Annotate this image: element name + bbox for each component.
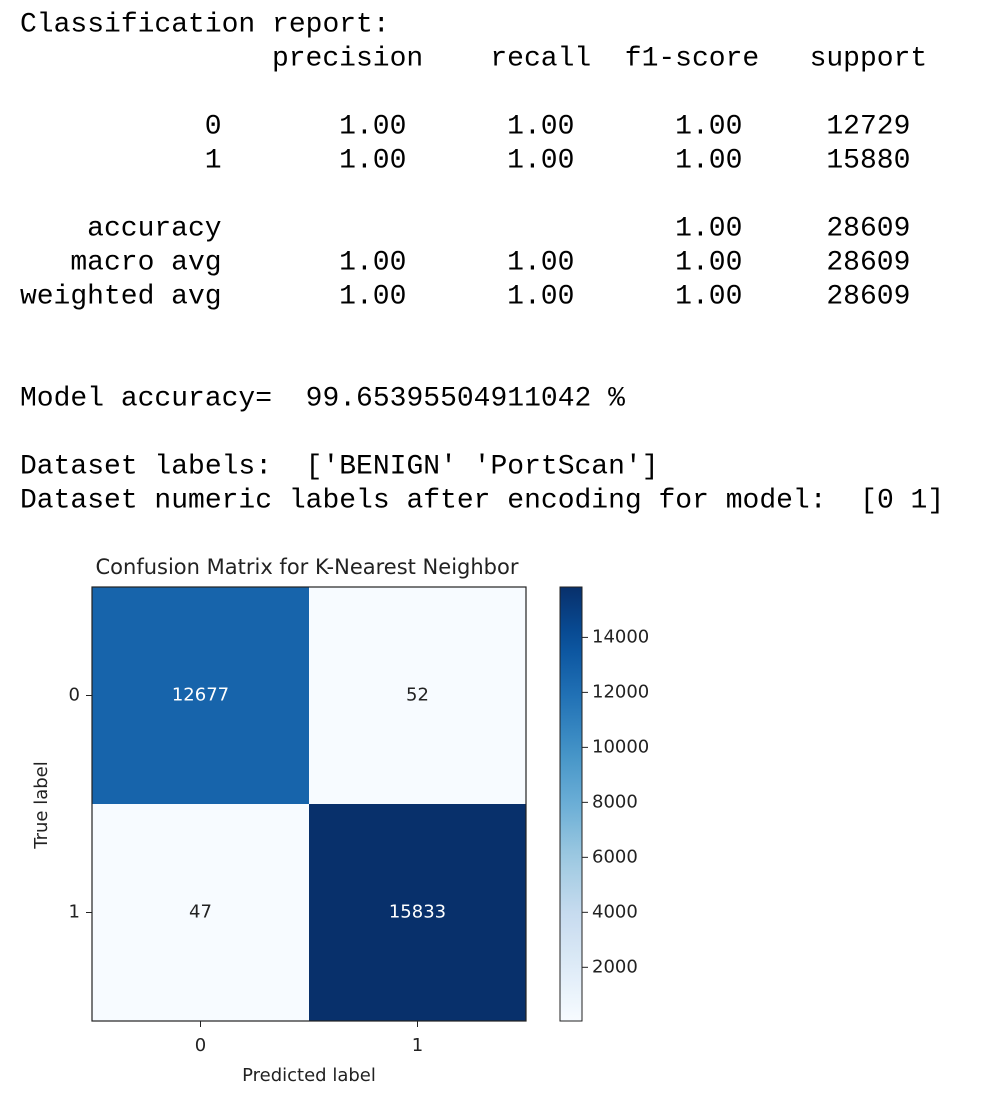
cell: 1.00 — [675, 145, 742, 176]
column-header: recall — [490, 43, 591, 74]
cell: 15880 — [826, 145, 910, 176]
cell: 28609 — [826, 247, 910, 278]
output-line: Dataset numeric labels after encoding fo… — [20, 485, 944, 516]
cell: 28609 — [826, 213, 910, 244]
cell: 1.00 — [675, 213, 742, 244]
row-label: weighted avg — [20, 281, 222, 312]
cell: 1.00 — [507, 281, 574, 312]
cell-label: 47 — [189, 902, 212, 923]
cell: 1.00 — [339, 111, 406, 142]
cell: 1.00 — [339, 281, 406, 312]
cell: 1.00 — [339, 145, 406, 176]
row-label: 1 — [205, 145, 222, 176]
column-header: f1-score — [625, 43, 759, 74]
column-header: support — [810, 43, 928, 74]
x-tick-label: 0 — [195, 1035, 206, 1056]
y-tick-label: 1 — [69, 902, 80, 923]
chart-title: Confusion Matrix for K-Nearest Neighbor — [96, 555, 519, 579]
colorbar — [559, 586, 583, 1022]
y-axis-label: True label — [31, 761, 52, 850]
cell: 28609 — [826, 281, 910, 312]
colorbar-tick-label: 10000 — [592, 736, 649, 757]
column-header: precision — [272, 43, 423, 74]
heatmap-cell — [92, 804, 309, 1021]
x-tick-label: 1 — [412, 1035, 423, 1056]
cell: 1.00 — [507, 145, 574, 176]
colorbar-tick-label: 12000 — [592, 681, 649, 702]
cell: 1.00 — [675, 111, 742, 142]
x-axis-label: Predicted label — [242, 1065, 376, 1086]
axes-frame — [91, 586, 527, 1022]
colorbar-tick-label: 14000 — [592, 626, 649, 647]
heatmap-cell — [309, 587, 526, 804]
output-line: Model accuracy= 99.65395504911042 % — [20, 383, 625, 414]
output-line: Dataset labels: ['BENIGN' 'PortScan'] — [20, 451, 659, 482]
cell: 1.00 — [675, 281, 742, 312]
cell: 12729 — [826, 111, 910, 142]
cell: 1.00 — [507, 247, 574, 278]
row-label: macro avg — [70, 247, 221, 278]
cell-label: 12677 — [172, 685, 229, 706]
heatmap-cell — [92, 587, 309, 804]
cell: 1.00 — [507, 111, 574, 142]
colorbar-tick-label: 8000 — [592, 791, 638, 812]
y-tick-label: 0 — [69, 685, 80, 706]
colorbar-tick-label: 6000 — [592, 846, 638, 867]
heatmap-cell — [309, 804, 526, 1021]
cell: 1.00 — [675, 247, 742, 278]
report-title: Classification report: — [20, 9, 390, 40]
cell-label: 15833 — [389, 902, 446, 923]
colorbar-tick-label: 4000 — [592, 901, 638, 922]
colorbar-tick-label: 2000 — [592, 956, 638, 977]
row-label: 0 — [205, 111, 222, 142]
cell-label: 52 — [406, 685, 429, 706]
cell: 1.00 — [339, 247, 406, 278]
row-label: accuracy — [87, 213, 221, 244]
